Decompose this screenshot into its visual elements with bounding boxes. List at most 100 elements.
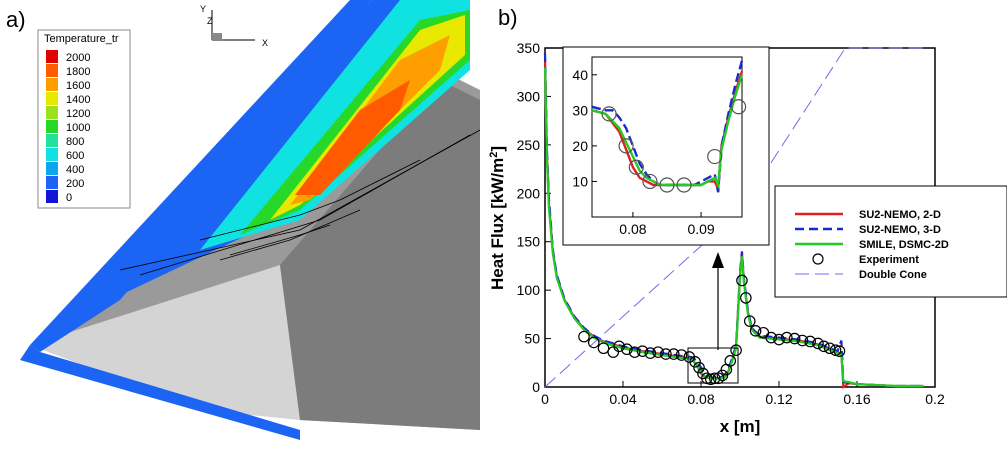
- inset-experiment-point: [659, 177, 675, 193]
- experiment-point: [740, 292, 752, 304]
- experiment-point: [780, 331, 793, 344]
- series-lines: [543, 47, 924, 389]
- inset-experiment-point: [707, 148, 723, 165]
- legend-level-label: 1400: [66, 94, 90, 106]
- experiment-point: [675, 349, 688, 361]
- inset-experiment-point: [618, 138, 634, 154]
- legend-entry-label: Experiment: [859, 254, 919, 266]
- legend-level-label: 800: [66, 136, 84, 148]
- experiment-point: [796, 334, 809, 347]
- legend-level-label: 1600: [66, 80, 90, 92]
- experiment-point: [636, 345, 649, 357]
- legend-level-label: 0: [66, 192, 72, 204]
- y-axis-label: Heat Flux [kW/m2]: [488, 146, 507, 290]
- legend-level-label: 2000: [66, 52, 90, 64]
- y-tick-label: 250: [517, 137, 541, 153]
- triad-x-label: X: [262, 38, 268, 48]
- experiment-point: [773, 333, 785, 346]
- boundary-band: [20, 345, 300, 440]
- x-tick-label: 0.04: [609, 391, 636, 407]
- x-tick-label: 0.12: [765, 391, 792, 407]
- contour-legend-title: Temperature_tr: [44, 33, 119, 45]
- legend-entry-label: Double Cone: [859, 269, 927, 281]
- x-tick-label: 0.16: [843, 391, 870, 407]
- triad-y-label: Y: [200, 4, 206, 14]
- legend-level-label: 1200: [66, 108, 90, 120]
- inset-y-tick-label: 40: [572, 67, 588, 83]
- panel-a-label: a): [6, 7, 26, 32]
- inset-ticks: 0.08 0.09 10 20 30 40: [572, 67, 715, 237]
- axis-triad: Y Z X: [200, 4, 268, 48]
- experiment-point: [597, 342, 610, 355]
- second-cone-surface: [280, 80, 480, 430]
- experiment-point: [788, 332, 801, 345]
- x-axis-label: x [m]: [720, 417, 761, 436]
- experiment-point: [833, 345, 846, 357]
- experiment-point: [667, 348, 680, 360]
- legend-swatch-1400: [46, 92, 58, 105]
- y-tick-label: 100: [517, 282, 541, 298]
- x-tick-label: 0.2: [925, 391, 945, 407]
- experiment-point: [749, 325, 762, 337]
- experiment-point: [724, 355, 737, 367]
- legend-swatch-1000: [46, 120, 58, 133]
- y-tick-label: 150: [517, 234, 541, 250]
- experiment-point: [730, 344, 742, 356]
- experiment-point: [804, 335, 816, 348]
- axis-ticks: 0 0.04 0.08 0.12 0.16 0.2 0 50 100 150 200 250 300 35…: [517, 40, 945, 407]
- legend-level-label: 200: [66, 178, 84, 190]
- zoom-region-box: [687, 347, 739, 384]
- temperature-contour-panel: Temperature_tr 2000180016001400120010008…: [6, 0, 480, 440]
- legend-swatch-600: [46, 148, 58, 161]
- inset-experiment-markers: [601, 99, 747, 193]
- panel-b-label: b): [498, 5, 518, 30]
- experiment-point: [818, 340, 830, 353]
- legend-swatch-800: [46, 134, 58, 147]
- experiment-point: [693, 361, 705, 374]
- series-line-3: [544, 47, 924, 388]
- x-tick-label: 0: [541, 391, 549, 407]
- inset-experiment-point: [642, 173, 658, 190]
- shock-layer-hot: [295, 80, 410, 195]
- inset-experiment-point: [730, 99, 747, 115]
- legend-level-label: 400: [66, 164, 84, 176]
- y-tick-label: 50: [524, 331, 540, 347]
- legend-entry-label: SU2-NEMO, 3-D: [859, 224, 941, 236]
- experiment-point: [652, 346, 664, 358]
- inset-y-tick-label: 10: [572, 173, 588, 189]
- experiment-point: [743, 315, 756, 327]
- legend-level-label: 1800: [66, 66, 90, 78]
- experiment-point: [812, 337, 824, 350]
- series-line-2: [543, 67, 924, 388]
- inset-plot-frame: [591, 56, 743, 218]
- y-tick-label: 0: [532, 379, 540, 395]
- legend-swatch-400: [46, 162, 58, 175]
- experiment-point: [587, 336, 600, 349]
- inset-experiment-point: [628, 159, 644, 175]
- chart-legend-entries: SU2-NEMO, 2-D SU2-NEMO, 3-D SMILE, DSMC-2D…: [795, 209, 949, 281]
- inset-y-tick-label: 30: [572, 102, 588, 118]
- experiment-point: [716, 369, 729, 382]
- legend-swatch-1800: [46, 64, 58, 77]
- legend-marker-experiment: [812, 253, 824, 265]
- experiment-point: [644, 347, 657, 359]
- legend-swatch-1600: [46, 78, 58, 91]
- experiment-point: [689, 356, 701, 368]
- y-tick-label: 200: [517, 185, 541, 201]
- experiment-point: [578, 330, 590, 343]
- legend-level-label: 1000: [66, 122, 90, 134]
- inset-experiment-point: [676, 177, 692, 193]
- inset-x-tick-label: 0.09: [687, 221, 714, 237]
- chart-legend: [774, 185, 1007, 298]
- inset-x-tick-label: 0.08: [619, 221, 646, 237]
- cone-surface-light: [30, 265, 300, 420]
- streamlines: [119, 129, 480, 276]
- zoom-arrowhead: [712, 252, 724, 268]
- experiment-point: [660, 348, 672, 360]
- series-line-1: [543, 52, 924, 388]
- legend-swatch-0: [46, 190, 58, 203]
- legend-entry-label: SU2-NEMO, 2-D: [859, 209, 941, 221]
